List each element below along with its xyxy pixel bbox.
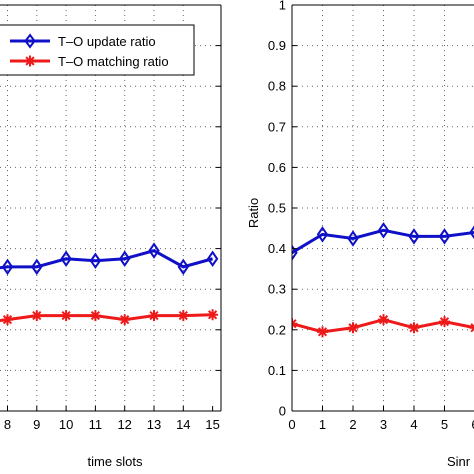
left-x-tick-label: 13 [147,417,161,432]
right-x-axis-label: Sinr [447,454,471,469]
legend-update-marker [24,33,36,49]
right-y-tick-label: 1 [279,0,286,13]
right-matching-point [439,316,450,328]
left-update-line [0,249,214,270]
right-y-tick-label: 0.3 [268,282,286,297]
left-matching-point [2,314,13,326]
left-update-point [1,258,14,276]
right-x-tick-label: 5 [441,417,448,432]
right-update-point [469,225,474,240]
right-y-tick-label: 0.7 [268,119,286,134]
right-update-point [408,228,420,245]
right-update-point [377,222,390,239]
right-matching-point [347,322,359,334]
left-matching-point [60,310,72,322]
right-x-tick-label: 0 [288,417,295,432]
right-chart-x-ticks: 0 1 2 3 4 5 6 [288,417,474,432]
left-chart-panel: 8 9 10 11 12 13 14 15 time slots T–O update rat… [0,4,222,469]
left-matching-point [148,310,160,322]
legend-matching-marker [24,55,36,67]
left-chart-axes [0,4,222,412]
left-update-point [177,258,190,276]
left-x-tick-label: 8 [4,417,11,432]
right-x-tick-label: 2 [349,417,356,432]
left-x-tick-label: 10 [59,417,73,432]
right-matching-point [469,322,474,334]
legend-box [0,24,195,76]
right-y-axis-label: Ratio [246,198,261,228]
right-y-tick-label: 0.1 [268,363,286,378]
left-matching-point [119,314,131,326]
left-chart-series [0,242,219,326]
legend-matching-label: T–O matching ratio [58,54,169,69]
left-x-tick-label: 15 [205,417,219,432]
right-matching-point [378,314,389,326]
right-y-tick-label: 0.9 [268,38,286,53]
left-update-point [60,250,72,268]
right-update-point [438,228,451,245]
legend-update-label: T–O update ratio [58,34,156,49]
left-matching-point [89,310,101,322]
right-x-tick-label: 3 [380,417,387,432]
right-chart-grid [292,5,474,411]
right-chart-panel: 0 0.1 0.2 0.3 0.4 0.5 0.6 0.7 0.8 0.9 1 0 1 2 3 4 5 6 Ra… [246,0,474,469]
left-update-point [118,250,131,268]
right-matching-point [408,322,420,334]
left-update-point [89,252,102,270]
right-update-point [316,226,329,243]
right-y-tick-label: 0.2 [268,322,286,337]
left-matching-point [177,310,189,322]
left-x-tick-label: 9 [33,417,40,432]
left-update-point [148,242,160,259]
right-x-tick-label: 4 [410,417,417,432]
right-y-tick-label: 0.4 [268,241,286,256]
right-update-point [347,230,359,247]
left-chart-x-ticks: 8 9 10 11 12 13 14 15 [4,417,220,432]
left-matching-point [207,309,219,321]
right-matching-point [317,326,328,338]
left-x-tick-label: 11 [89,417,103,432]
right-update-point [292,244,298,261]
right-chart-y-ticks: 0 0.1 0.2 0.3 0.4 0.5 0.6 0.7 0.8 0.9 1 [268,0,286,419]
left-x-tick-label: 14 [176,417,190,432]
left-x-tick-label: 12 [117,417,131,432]
right-y-tick-label: 0.5 [268,201,286,216]
right-x-tick-label: 1 [319,417,326,432]
legend: T–O update ratio T–O matching ratio [0,24,195,76]
right-chart-series [292,222,474,338]
right-chart-axes [291,4,474,412]
left-update-point [31,258,43,276]
right-y-tick-label: 0 [279,404,286,419]
right-x-tick-label: 6 [471,417,474,432]
left-x-axis-label: time slots [88,454,143,469]
left-update-point [206,250,219,268]
right-y-tick-label: 0.8 [268,79,286,94]
left-matching-point [31,310,43,322]
right-y-tick-label: 0.6 [268,160,286,175]
